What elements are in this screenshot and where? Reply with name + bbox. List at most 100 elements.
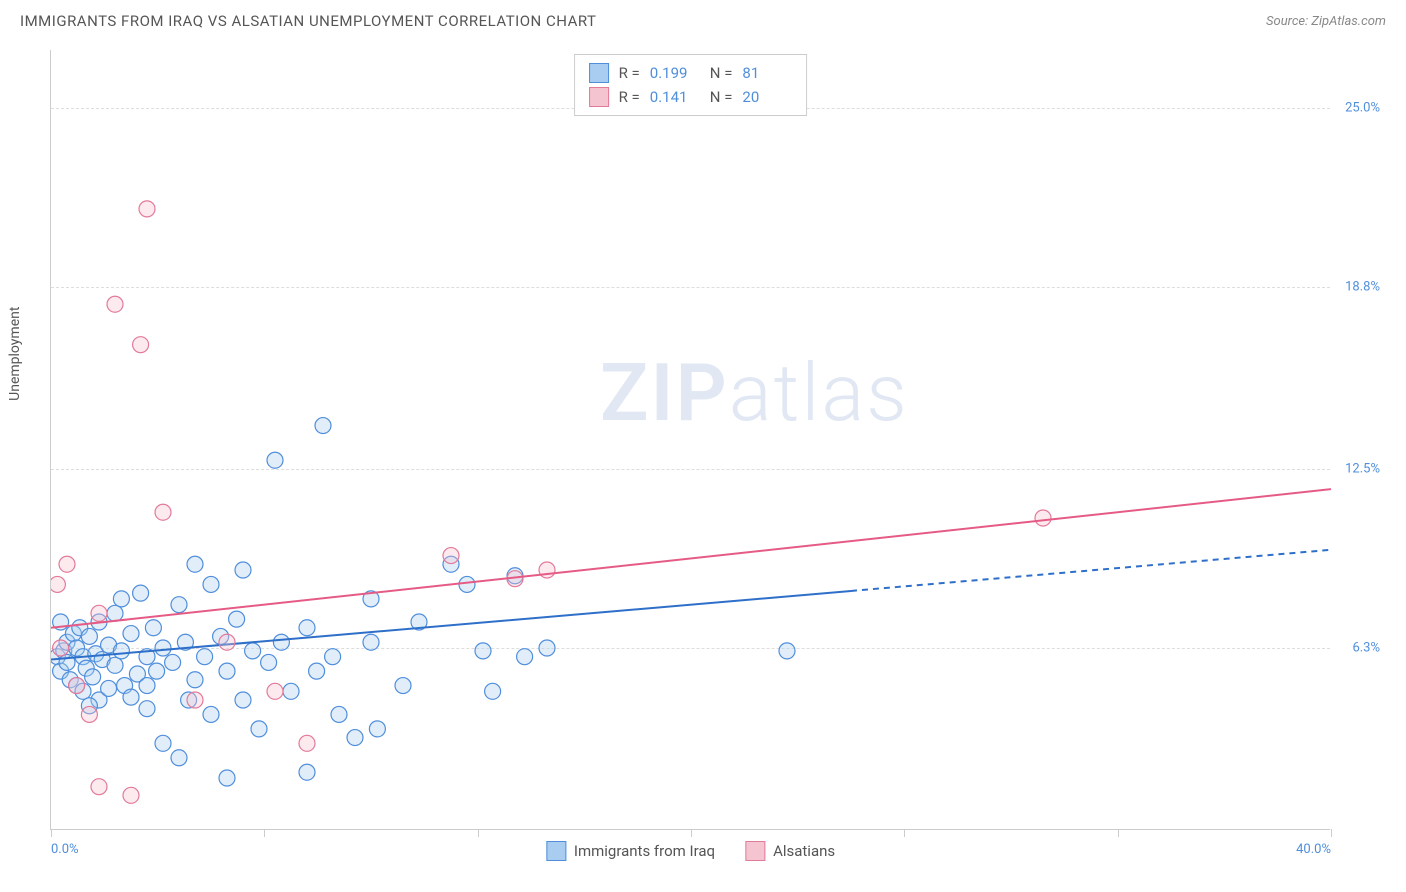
scatter-point-iraq bbox=[123, 626, 139, 642]
r-value-alsatians: 0.141 bbox=[650, 88, 700, 106]
r-label: R = bbox=[619, 64, 640, 82]
scatter-point-iraq bbox=[203, 706, 219, 722]
scatter-point-iraq bbox=[149, 663, 165, 679]
scatter-point-iraq bbox=[309, 663, 325, 679]
scatter-point-alsatians bbox=[81, 706, 97, 722]
chart-header: IMMIGRANTS FROM IRAQ VS ALSATIAN UNEMPLO… bbox=[0, 0, 1406, 38]
correlation-legend-row-iraq: R = 0.199 N = 81 bbox=[589, 61, 793, 85]
x-tick bbox=[691, 829, 692, 837]
scatter-point-iraq bbox=[539, 640, 555, 656]
scatter-point-iraq bbox=[475, 643, 491, 659]
scatter-point-iraq bbox=[363, 634, 379, 650]
x-tick-label: 0.0% bbox=[51, 842, 79, 857]
regression-line-dashed-iraq bbox=[851, 550, 1331, 591]
x-tick-label: 40.0% bbox=[1296, 842, 1331, 857]
scatter-point-iraq bbox=[283, 683, 299, 699]
n-value-alsatians: 20 bbox=[742, 88, 792, 106]
scatter-point-iraq bbox=[187, 672, 203, 688]
scatter-point-iraq bbox=[219, 770, 235, 786]
scatter-point-iraq bbox=[85, 669, 101, 685]
scatter-point-alsatians bbox=[155, 504, 171, 520]
scatter-point-iraq bbox=[251, 721, 267, 737]
scatter-point-iraq bbox=[219, 663, 235, 679]
scatter-point-alsatians bbox=[107, 296, 123, 312]
scatter-point-alsatians bbox=[91, 779, 107, 795]
x-tick bbox=[478, 829, 479, 837]
scatter-point-iraq bbox=[369, 721, 385, 737]
scatter-point-iraq bbox=[107, 657, 123, 673]
x-tick bbox=[904, 829, 905, 837]
series-legend-iraq: Immigrants from Iraq bbox=[546, 841, 715, 861]
scatter-point-iraq bbox=[395, 678, 411, 694]
series-label-iraq: Immigrants from Iraq bbox=[574, 842, 715, 860]
scatter-point-iraq bbox=[267, 452, 283, 468]
scatter-point-alsatians bbox=[267, 683, 283, 699]
scatter-point-iraq bbox=[261, 654, 277, 670]
series-legend-alsatians: Alsatians bbox=[745, 841, 835, 861]
y-axis-title: Unemployment bbox=[7, 307, 23, 401]
swatch-alsatians bbox=[589, 87, 609, 107]
regression-line-iraq bbox=[51, 591, 851, 660]
series-label-alsatians: Alsatians bbox=[773, 842, 835, 860]
scatter-point-iraq bbox=[235, 692, 251, 708]
scatter-point-iraq bbox=[779, 643, 795, 659]
swatch-alsatians-bottom bbox=[745, 841, 765, 861]
scatter-point-iraq bbox=[315, 418, 331, 434]
x-tick bbox=[264, 829, 265, 837]
y-tick-label: 18.8% bbox=[1345, 279, 1380, 294]
scatter-point-iraq bbox=[299, 620, 315, 636]
scatter-point-iraq bbox=[203, 576, 219, 592]
scatter-point-alsatians bbox=[299, 735, 315, 751]
scatter-point-iraq bbox=[113, 643, 129, 659]
chart-title: IMMIGRANTS FROM IRAQ VS ALSATIAN UNEMPLO… bbox=[20, 12, 596, 30]
scatter-point-alsatians bbox=[123, 787, 139, 803]
scatter-point-iraq bbox=[485, 683, 501, 699]
r-label: R = bbox=[619, 88, 640, 106]
scatter-point-alsatians bbox=[443, 548, 459, 564]
chart-source: Source: ZipAtlas.com bbox=[1266, 14, 1386, 29]
swatch-iraq bbox=[589, 63, 609, 83]
scatter-point-iraq bbox=[155, 735, 171, 751]
plot-area: ZIPatlas R = 0.199 N = 81 R = 0.141 N = … bbox=[50, 50, 1330, 830]
scatter-point-iraq bbox=[123, 689, 139, 705]
scatter-point-alsatians bbox=[51, 576, 65, 592]
correlation-legend: R = 0.199 N = 81 R = 0.141 N = 20 bbox=[574, 54, 808, 116]
x-tick bbox=[1331, 829, 1332, 837]
y-tick-label: 12.5% bbox=[1345, 461, 1380, 476]
plot-svg bbox=[51, 50, 1331, 830]
series-legend: Immigrants from Iraq Alsatians bbox=[546, 841, 835, 861]
scatter-point-iraq bbox=[145, 620, 161, 636]
y-tick-label: 6.3% bbox=[1352, 641, 1380, 656]
scatter-point-iraq bbox=[245, 643, 261, 659]
scatter-point-iraq bbox=[139, 678, 155, 694]
n-value-iraq: 81 bbox=[742, 64, 792, 82]
scatter-point-iraq bbox=[133, 585, 149, 601]
scatter-point-iraq bbox=[517, 649, 533, 665]
scatter-point-iraq bbox=[171, 597, 187, 613]
scatter-point-alsatians bbox=[69, 678, 85, 694]
scatter-point-iraq bbox=[347, 730, 363, 746]
scatter-point-iraq bbox=[273, 634, 289, 650]
r-value-iraq: 0.199 bbox=[650, 64, 700, 82]
scatter-point-alsatians bbox=[59, 556, 75, 572]
scatter-point-iraq bbox=[101, 680, 117, 696]
scatter-point-iraq bbox=[459, 576, 475, 592]
scatter-point-iraq bbox=[331, 706, 347, 722]
scatter-point-alsatians bbox=[91, 605, 107, 621]
scatter-point-iraq bbox=[235, 562, 251, 578]
scatter-point-iraq bbox=[107, 605, 123, 621]
scatter-point-iraq bbox=[171, 750, 187, 766]
scatter-point-iraq bbox=[113, 591, 129, 607]
x-tick bbox=[1118, 829, 1119, 837]
scatter-point-iraq bbox=[299, 764, 315, 780]
swatch-iraq-bottom bbox=[546, 841, 566, 861]
scatter-point-iraq bbox=[155, 640, 171, 656]
scatter-point-alsatians bbox=[53, 640, 69, 656]
scatter-point-iraq bbox=[187, 556, 203, 572]
scatter-point-iraq bbox=[165, 654, 181, 670]
scatter-point-iraq bbox=[229, 611, 245, 627]
y-tick-label: 25.0% bbox=[1345, 100, 1380, 115]
x-tick bbox=[51, 829, 52, 837]
n-label: N = bbox=[710, 64, 733, 82]
scatter-point-iraq bbox=[139, 701, 155, 717]
